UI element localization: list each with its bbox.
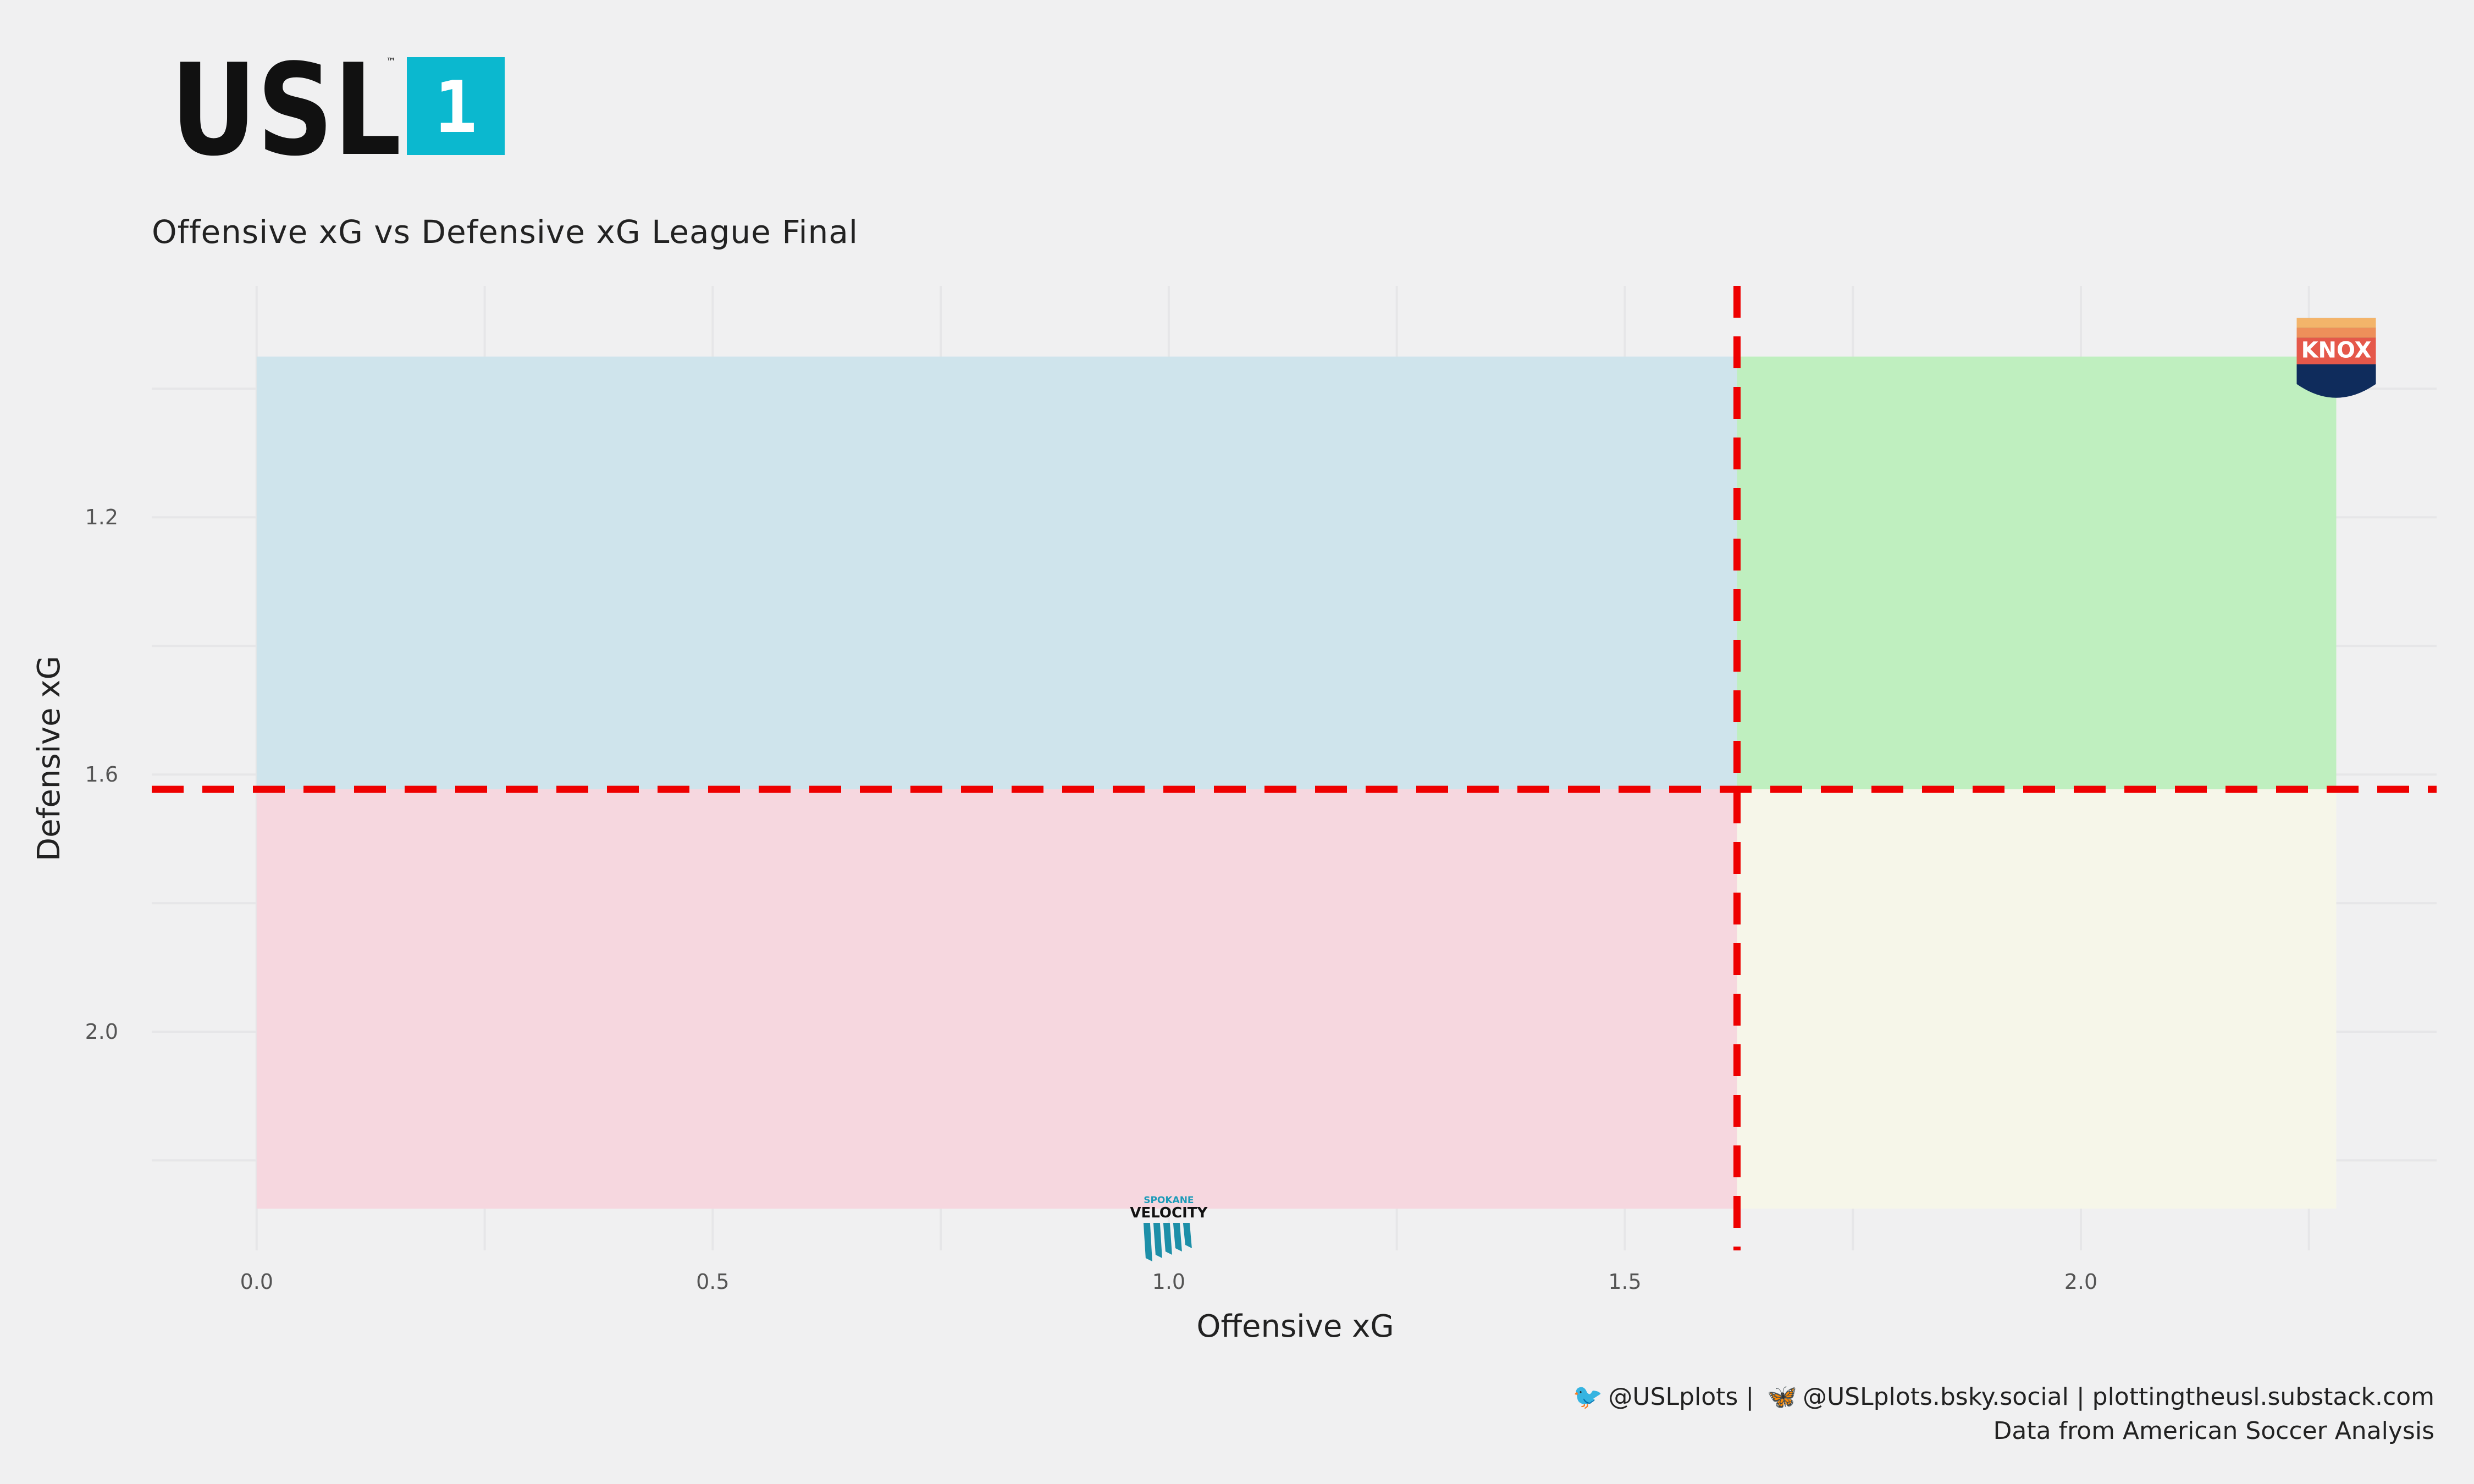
knox-crest-stripe	[2296, 318, 2376, 328]
twitter-bird-icon: 🐦	[1572, 1383, 1603, 1411]
velocity-logo-stripe	[1143, 1222, 1152, 1261]
x-axis-label: Offensive xG	[1196, 1309, 1394, 1344]
logo-badge-number: 1	[434, 65, 477, 149]
quadrant-region-2	[1737, 356, 2337, 790]
logo-usl-text: USL	[170, 55, 401, 159]
x-tick-label: 0.0	[240, 1270, 273, 1294]
caption-source: Data from American Soccer Analysis	[1993, 1417, 2434, 1445]
x-tick-label: 1.5	[1608, 1270, 1641, 1294]
x-tick-label: 2.0	[2064, 1270, 2097, 1294]
logo-badge	[407, 57, 505, 155]
y-axis-label: Defensive xG	[31, 656, 67, 861]
usl1-logo: USL ™ 1	[170, 55, 505, 159]
logo-tm: ™	[386, 56, 396, 68]
caption-separator: |	[2076, 1383, 2085, 1411]
velocity-logo-text: VELOCITY	[1130, 1205, 1208, 1221]
caption-credits: 🐦 @USLplots | 🦋 @USLplots.bsky.social | pl…	[1567, 1382, 2434, 1411]
y-tick-label: 1.2	[85, 505, 118, 529]
knox-crest-stripe	[2296, 328, 2376, 338]
data-point: KNOX	[2296, 318, 2376, 398]
y-tick-label: 1.6	[85, 762, 118, 787]
caption-separator: |	[1746, 1383, 1754, 1411]
y-tick-label: 2.0	[85, 1020, 118, 1044]
velocity-logo-stripe	[1183, 1222, 1192, 1248]
knox-crest-label: KNOX	[2301, 338, 2372, 363]
quadrant-region-1	[256, 356, 1737, 790]
velocity-logo-stripe	[1153, 1222, 1162, 1258]
velocity-logo-top-text: SPOKANE	[1144, 1195, 1194, 1206]
caption-twitter: @USLplots	[1608, 1383, 1738, 1411]
x-tick-label: 1.0	[1152, 1270, 1185, 1294]
x-tick-label: 0.5	[696, 1270, 729, 1294]
quadrant-region-3	[256, 789, 1737, 1209]
butterfly-icon: 🦋	[1767, 1383, 1797, 1411]
caption-bluesky: @USLplots.bsky.social	[1802, 1383, 2069, 1411]
caption-site: plottingtheusl.substack.com	[2092, 1383, 2434, 1411]
velocity-logo-stripe	[1173, 1222, 1182, 1252]
velocity-logo-stripe	[1163, 1222, 1172, 1255]
chart-title: Offensive xG vs Defensive xG League Fina…	[152, 213, 858, 251]
knox-crest-stripe	[2296, 337, 2376, 364]
quadrant-region-4	[1737, 789, 2337, 1209]
